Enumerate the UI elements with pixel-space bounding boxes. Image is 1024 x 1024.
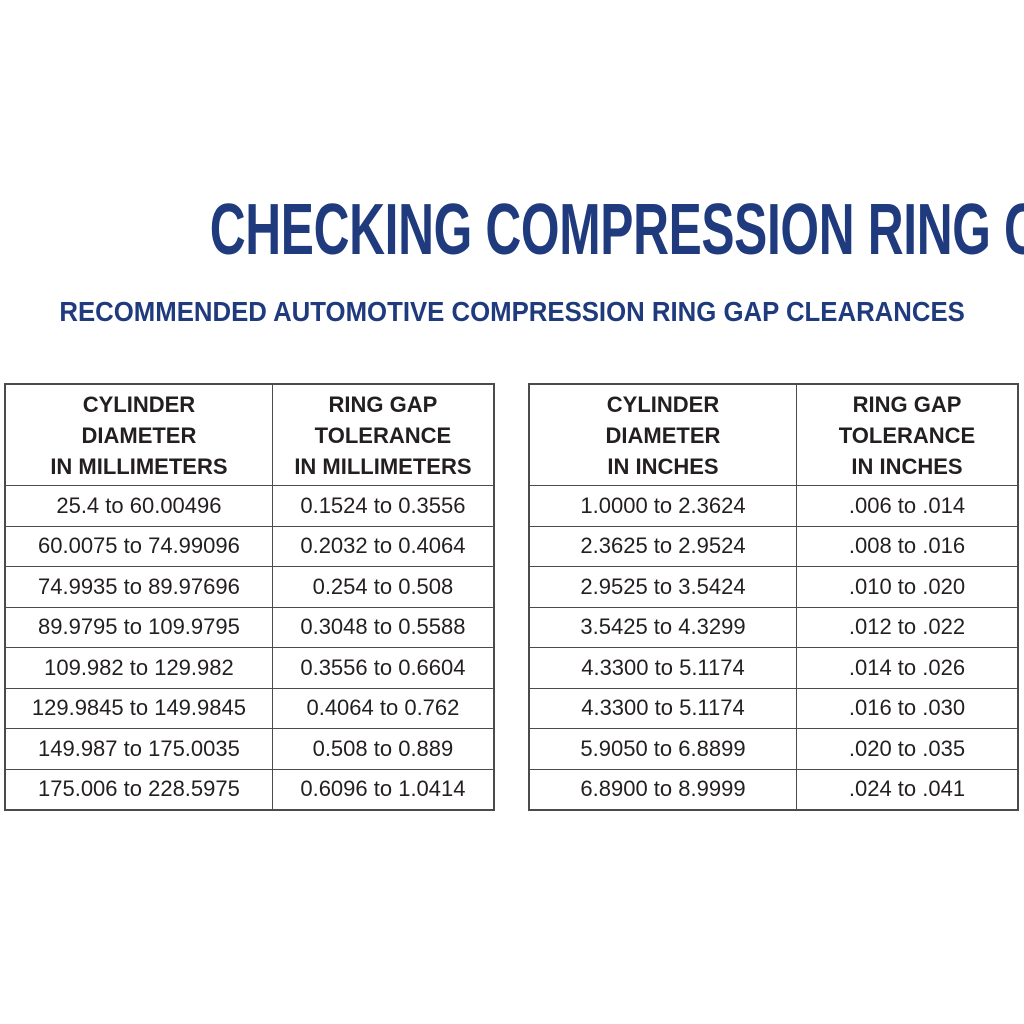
table-row: 2.3625 to 2.9524 .008 to .016 [528, 525, 1019, 567]
tolerance-cell: .016 to .030 [795, 687, 1019, 729]
tolerance-cell: 0.3556 to 0.6604 [271, 647, 495, 689]
header-row: CYLINDER DIAMETER IN INCHES RING GAP TOL… [528, 383, 1019, 486]
diameter-cell: 129.9845 to 149.9845 [4, 687, 273, 729]
tolerance-cell: .024 to .041 [795, 768, 1019, 811]
ring-gap-tolerance-mm-header: RING GAP TOLERANCE IN MILLIMETERS [271, 383, 495, 486]
tolerance-cell: 0.3048 to 0.5588 [271, 606, 495, 648]
table-row: 4.3300 to 5.1174 .016 to .030 [528, 687, 1019, 729]
table-row: 129.9845 to 149.9845 0.4064 to 0.762 [4, 687, 495, 729]
tables-row: CYLINDER DIAMETER IN MILLIMETERS RING GA… [0, 383, 1024, 811]
millimeters-table: CYLINDER DIAMETER IN MILLIMETERS RING GA… [4, 383, 495, 811]
diameter-cell: 1.0000 to 2.3624 [528, 485, 797, 527]
table-row: 2.9525 to 3.5424 .010 to .020 [528, 566, 1019, 608]
ring-gap-tolerance-in-header: RING GAP TOLERANCE IN INCHES [795, 383, 1019, 486]
diameter-cell: 109.982 to 129.982 [4, 647, 273, 689]
tolerance-cell: .008 to .016 [795, 525, 1019, 567]
table-row: 74.9935 to 89.97696 0.254 to 0.508 [4, 566, 495, 608]
diameter-cell: 25.4 to 60.00496 [4, 485, 273, 527]
tolerance-cell: 0.6096 to 1.0414 [271, 768, 495, 811]
diameter-cell: 89.9795 to 109.9795 [4, 606, 273, 648]
tolerance-cell: .010 to .020 [795, 566, 1019, 608]
tolerance-cell: 0.4064 to 0.762 [271, 687, 495, 729]
page-title: CHECKING COMPRESSION RING GAPS [0, 194, 1024, 266]
table-row: 175.006 to 228.5975 0.6096 to 1.0414 [4, 768, 495, 811]
table-row: 5.9050 to 6.8899 .020 to .035 [528, 728, 1019, 770]
table-row: 149.987 to 175.0035 0.508 to 0.889 [4, 728, 495, 770]
tolerance-cell: 0.508 to 0.889 [271, 728, 495, 770]
diameter-cell: 2.3625 to 2.9524 [528, 525, 797, 567]
tolerance-cell: 0.2032 to 0.4064 [271, 525, 495, 567]
diameter-cell: 4.3300 to 5.1174 [528, 647, 797, 689]
tolerance-cell: .020 to .035 [795, 728, 1019, 770]
page-title-text: CHECKING COMPRESSION RING GAPS [209, 190, 1024, 270]
tolerance-cell: .014 to .026 [795, 647, 1019, 689]
diameter-cell: 149.987 to 175.0035 [4, 728, 273, 770]
diameter-cell: 2.9525 to 3.5424 [528, 566, 797, 608]
diameter-cell: 3.5425 to 4.3299 [528, 606, 797, 648]
millimeters-table-body: 25.4 to 60.00496 0.1524 to 0.3556 60.007… [4, 485, 495, 811]
page-subtitle-text: RECOMMENDED AUTOMOTIVE COMPRESSION RING … [59, 296, 965, 327]
table-row: 1.0000 to 2.3624 .006 to .014 [528, 485, 1019, 527]
tolerance-cell: 0.1524 to 0.3556 [271, 485, 495, 527]
diameter-cell: 74.9935 to 89.97696 [4, 566, 273, 608]
diameter-cell: 175.006 to 228.5975 [4, 768, 273, 811]
cylinder-diameter-mm-header: CYLINDER DIAMETER IN MILLIMETERS [4, 383, 273, 486]
tolerance-cell: 0.254 to 0.508 [271, 566, 495, 608]
inches-table: CYLINDER DIAMETER IN INCHES RING GAP TOL… [528, 383, 1019, 811]
table-row: 3.5425 to 4.3299 .012 to .022 [528, 606, 1019, 648]
inches-table-head: CYLINDER DIAMETER IN INCHES RING GAP TOL… [528, 383, 1019, 486]
table-row: 4.3300 to 5.1174 .014 to .026 [528, 647, 1019, 689]
diameter-cell: 60.0075 to 74.99096 [4, 525, 273, 567]
page-subtitle: RECOMMENDED AUTOMOTIVE COMPRESSION RING … [0, 298, 1024, 326]
table-row: 109.982 to 129.982 0.3556 to 0.6604 [4, 647, 495, 689]
diameter-cell: 6.8900 to 8.9999 [528, 768, 797, 811]
tolerance-cell: .006 to .014 [795, 485, 1019, 527]
inches-table-body: 1.0000 to 2.3624 .006 to .014 2.3625 to … [528, 485, 1019, 811]
table-row: 25.4 to 60.00496 0.1524 to 0.3556 [4, 485, 495, 527]
tolerance-cell: .012 to .022 [795, 606, 1019, 648]
millimeters-table-head: CYLINDER DIAMETER IN MILLIMETERS RING GA… [4, 383, 495, 486]
table-row: 6.8900 to 8.9999 .024 to .041 [528, 768, 1019, 811]
diameter-cell: 4.3300 to 5.1174 [528, 687, 797, 729]
header-row: CYLINDER DIAMETER IN MILLIMETERS RING GA… [4, 383, 495, 486]
table-row: 60.0075 to 74.99096 0.2032 to 0.4064 [4, 525, 495, 567]
cylinder-diameter-in-header: CYLINDER DIAMETER IN INCHES [528, 383, 797, 486]
table-row: 89.9795 to 109.9795 0.3048 to 0.5588 [4, 606, 495, 648]
diameter-cell: 5.9050 to 6.8899 [528, 728, 797, 770]
